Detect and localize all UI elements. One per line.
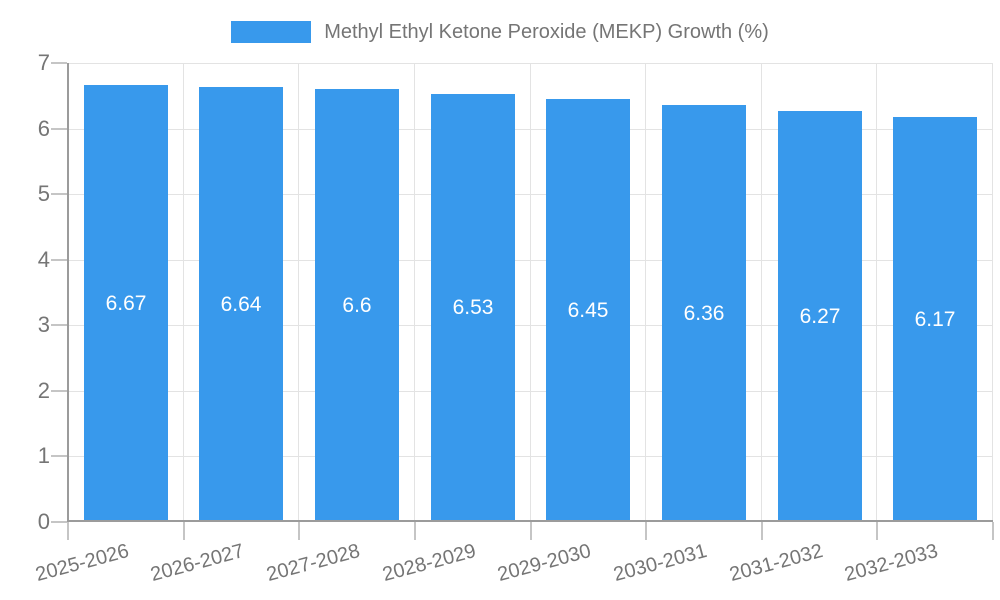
x-tick-mark [298, 522, 300, 540]
x-tick-mark [645, 522, 647, 540]
bar-value-label: 6.36 [683, 301, 725, 325]
x-category-label: 2025-2026 [33, 540, 132, 587]
legend-label: Methyl Ethyl Ketone Peroxide (MEKP) Grow… [324, 21, 769, 43]
y-tick-label: 2 [37, 378, 50, 403]
bar[interactable]: 6.53 [431, 94, 515, 522]
x-tick-mark [761, 522, 763, 540]
x-category-label: 2029-2030 [495, 540, 594, 587]
bar-value-label: 6.6 [342, 293, 372, 317]
legend[interactable]: Methyl Ethyl Ketone Peroxide (MEKP) Grow… [0, 21, 1000, 43]
y-tick-label: 3 [37, 312, 50, 337]
bar[interactable]: 6.36 [662, 105, 746, 522]
x-tick-mark [992, 522, 994, 540]
gridline-vertical [876, 63, 877, 522]
bar[interactable]: 6.45 [546, 99, 630, 522]
bar[interactable]: 6.17 [893, 117, 977, 522]
gridline-vertical [992, 63, 993, 522]
bar-value-label: 6.67 [105, 291, 147, 315]
y-tick-mark [51, 128, 67, 130]
gridline-vertical [645, 63, 646, 522]
y-tick-label: 1 [37, 443, 50, 468]
gridline-vertical [530, 63, 531, 522]
y-tick-label: 6 [37, 116, 50, 141]
bar-value-label: 6.17 [914, 307, 956, 331]
y-tick-mark [51, 521, 67, 523]
bar-value-label: 6.64 [220, 292, 262, 316]
y-tick-label: 0 [37, 509, 50, 534]
x-category-label: 2027-2028 [264, 540, 363, 587]
gridline-vertical [298, 63, 299, 522]
x-tick-mark [183, 522, 185, 540]
x-axis-line [68, 520, 993, 522]
x-category-label: 2028-2029 [380, 540, 479, 587]
x-category-label: 2030-2031 [611, 540, 710, 587]
gridline-vertical [761, 63, 762, 522]
x-category-label: 2026-2027 [148, 540, 247, 587]
y-tick-mark [51, 324, 67, 326]
y-tick-mark [51, 62, 67, 64]
y-tick-mark [51, 390, 67, 392]
y-tick-mark [51, 193, 67, 195]
y-tick-label: 5 [37, 181, 50, 206]
x-tick-mark [530, 522, 532, 540]
x-tick-mark [414, 522, 416, 540]
legend-swatch [231, 21, 312, 43]
bar[interactable]: 6.27 [778, 111, 862, 522]
y-tick-label: 7 [37, 50, 50, 75]
plot-area: 6.67 6.64 6.6 6.53 6.45 6.36 6.27 6.17 [68, 63, 993, 522]
bar[interactable]: 6.6 [315, 89, 399, 522]
bar-value-label: 6.27 [799, 304, 841, 328]
y-tick-mark [51, 259, 67, 261]
x-category-label: 2031-2032 [727, 540, 826, 587]
x-tick-mark [67, 522, 69, 540]
bar[interactable]: 6.67 [84, 85, 168, 522]
y-axis-line [67, 63, 69, 522]
y-tick-mark [51, 455, 67, 457]
gridline-vertical [183, 63, 184, 522]
bar[interactable]: 6.64 [199, 87, 283, 522]
x-category-label: 2032-2033 [842, 540, 941, 587]
y-tick-label: 4 [37, 247, 50, 272]
bar-value-label: 6.45 [567, 298, 609, 322]
gridline-vertical [414, 63, 415, 522]
bar-value-label: 6.53 [452, 296, 494, 319]
x-tick-mark [876, 522, 878, 540]
